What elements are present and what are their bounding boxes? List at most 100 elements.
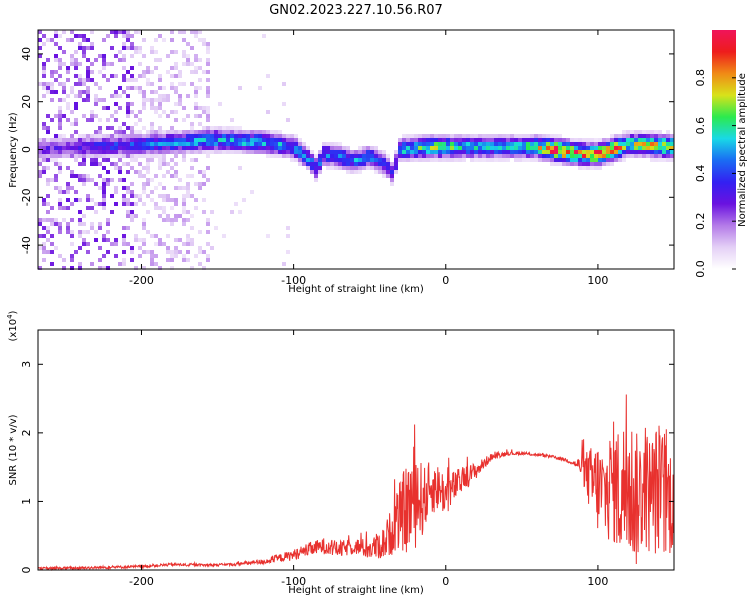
- spectrogram-cell: [130, 54, 134, 58]
- spectrogram-cell: [74, 158, 78, 162]
- spectrogram-cell: [206, 50, 210, 54]
- spectrogram-cell: [186, 238, 190, 242]
- spectrogram-cell: [198, 30, 202, 34]
- spectrogram-cell: [86, 174, 90, 178]
- spectrogram-cell: [582, 162, 586, 166]
- spectrogram-cell: [146, 130, 150, 134]
- spectrogram-cell: [170, 86, 174, 90]
- spectrogram-cell: [146, 166, 150, 170]
- spectrogram-cell: [410, 158, 414, 162]
- spectrogram-cell: [174, 218, 178, 222]
- spectrogram-cell: [86, 66, 90, 70]
- spectrogram-cell: [538, 134, 542, 138]
- spectrogram-cell: [574, 138, 578, 142]
- spectrogram-cell: [62, 190, 66, 194]
- spectrogram-cell: [90, 134, 94, 138]
- spectrogram-cell: [94, 114, 98, 118]
- spectrogram-cell: [50, 70, 54, 74]
- spectrogram-cell: [146, 138, 150, 142]
- spectrogram-cell: [150, 90, 154, 94]
- spectrogram-cell: [666, 138, 670, 142]
- spectrogram-cell: [626, 154, 630, 158]
- spectrogram-cell: [198, 106, 202, 110]
- spectrogram-cell: [186, 54, 190, 58]
- spectrogram-cell: [154, 134, 158, 138]
- spectrogram-cell: [634, 154, 638, 158]
- spectrogram-cell: [42, 126, 46, 130]
- spectrogram-cell: [234, 130, 238, 134]
- spectrogram-cell: [538, 154, 542, 158]
- spectrogram-cell: [118, 138, 122, 142]
- spectrogram-cell: [334, 162, 338, 166]
- spectrogram-cell: [266, 130, 270, 134]
- spectrogram-cell: [250, 150, 254, 154]
- spectrogram-cell: [422, 134, 426, 138]
- snr-x-tick-label: 100: [587, 575, 608, 588]
- spectrogram-cell: [458, 158, 462, 162]
- spectrogram-cell: [626, 134, 630, 138]
- spectrogram-cell: [238, 146, 242, 150]
- spectrogram-cell: [142, 98, 146, 102]
- spectrogram-cell: [182, 206, 186, 210]
- spectrogram-cell: [322, 158, 326, 162]
- spectrogram-cell: [634, 138, 638, 142]
- spectrogram-cell: [182, 198, 186, 202]
- spectrogram-cell: [38, 154, 42, 158]
- spectrogram-cell: [106, 146, 110, 150]
- spectrogram-cell: [618, 154, 622, 158]
- spectrogram-cell: [54, 142, 58, 146]
- spectrogram-cell: [290, 154, 294, 158]
- spectrogram-cell: [174, 50, 178, 54]
- spectrogram-cell: [570, 150, 574, 154]
- spectrogram-x-ticks: -200 -100 0 100: [129, 30, 608, 287]
- spectrogram-cell: [78, 154, 82, 158]
- spectrogram-cell: [166, 258, 170, 262]
- spectrogram-cell: [230, 146, 234, 150]
- spectrogram-cell: [138, 134, 142, 138]
- spectrogram-cell: [114, 134, 118, 138]
- spectrogram-cell: [526, 146, 530, 150]
- spectrogram-cell: [98, 146, 102, 150]
- spectrogram-cell: [150, 146, 154, 150]
- spectrogram-cell: [174, 66, 178, 70]
- spectrogram-cell: [166, 198, 170, 202]
- spectrogram-cell: [250, 134, 254, 138]
- spectrogram-cell: [74, 106, 78, 110]
- spectrogram-cell: [402, 150, 406, 154]
- spectrogram-cell: [134, 146, 138, 150]
- spectrogram-cell: [502, 134, 506, 138]
- spectrogram-cell: [46, 142, 50, 146]
- spectrogram-cell: [490, 134, 494, 138]
- spectrogram-cell: [206, 110, 210, 114]
- spectrogram-cell: [178, 214, 182, 218]
- spectrogram-cell: [154, 206, 158, 210]
- spectrogram-cell: [106, 154, 110, 158]
- spectrogram-cell: [102, 142, 106, 146]
- spectrogram-cell: [402, 142, 406, 146]
- spectrogram-cell: [494, 146, 498, 150]
- spectrogram-cell: [302, 146, 306, 150]
- spectrogram-cell: [174, 246, 178, 250]
- spectrogram-cell: [150, 150, 154, 154]
- spectrogram-cell: [482, 142, 486, 146]
- spectrogram-cell: [262, 34, 266, 38]
- spectrogram-cell: [38, 222, 42, 226]
- spectrogram-cell: [154, 50, 158, 54]
- spectrogram-cell: [554, 146, 558, 150]
- spectrogram-cell: [86, 198, 90, 202]
- snr-y-tick-label: 3: [20, 361, 33, 368]
- spectrogram-cell: [358, 170, 362, 174]
- spectrogram-cell: [122, 238, 126, 242]
- spectrogram-cell: [310, 158, 314, 162]
- spectrogram-cell: [126, 46, 130, 50]
- spectrogram-cell: [102, 58, 106, 62]
- spectrogram-cell: [130, 66, 134, 70]
- spectrogram-cell: [122, 146, 126, 150]
- spectrogram-cell: [546, 158, 550, 162]
- spectrogram-cell: [110, 146, 114, 150]
- spectrogram-cell: [58, 202, 62, 206]
- spectrogram-cell: [490, 154, 494, 158]
- spectrogram-cell: [258, 150, 262, 154]
- spectrogram-cell: [566, 158, 570, 162]
- spectrogram-cell: [42, 62, 46, 66]
